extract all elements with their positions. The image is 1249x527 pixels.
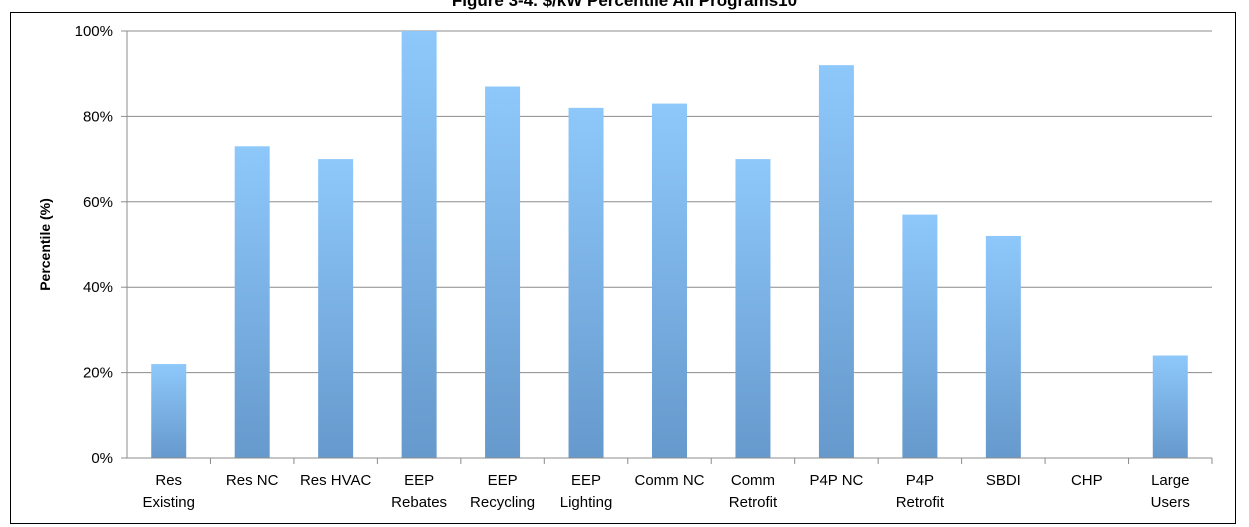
x-tick-label: P4P Retrofit [896,472,945,511]
x-tick-label: Res Existing [142,472,195,511]
x-tick-label: P4P NC [809,472,863,489]
x-tick-label: Large Users [1151,472,1190,511]
bar [485,86,521,458]
x-tick-label: Res HVAC [300,472,372,489]
x-tick-label: EEP Recycling [470,472,535,511]
x-tick-label: EEP Rebates [391,472,447,511]
chart-frame [10,12,1236,524]
x-tick-label: Comm Retrofit [729,472,778,511]
x-tick-label: Comm NC [635,472,705,489]
bar [818,65,854,458]
y-tick-label: 40% [83,279,113,296]
y-tick-label: 60% [83,194,113,211]
y-tick-label: 100% [75,23,113,40]
bar [902,214,938,458]
bar [234,146,270,459]
bar [318,159,354,458]
bar [151,364,187,458]
x-tick-label: CHP [1071,472,1103,489]
chart-title: Figure 3-4. $/kW Percentile All Programs… [451,0,798,10]
y-tick-label: 20% [83,365,113,382]
bar [401,31,437,458]
x-tick-label: Res NC [226,472,279,489]
bar [985,235,1021,458]
x-tick-label: EEP Lighting [560,472,613,511]
bar [735,159,771,458]
bar [568,107,604,459]
bar [1152,355,1188,458]
x-tick-label: SBDI [986,472,1021,489]
y-axis-label: Percentile (%) [37,198,53,291]
bar [652,103,687,458]
y-tick-label: 0% [91,450,113,467]
y-tick-label: 80% [83,108,113,125]
